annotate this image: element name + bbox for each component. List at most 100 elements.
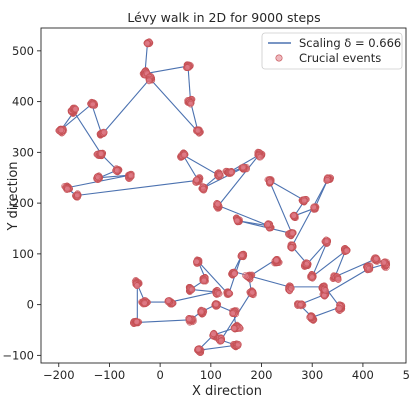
walk-segment — [149, 78, 199, 133]
crucial-events-layer — [55, 38, 391, 356]
walk-segment — [91, 103, 103, 135]
walk-segment — [137, 319, 191, 323]
crucial-event-point — [100, 128, 107, 136]
crucial-event-point — [114, 167, 121, 174]
crucial-event-point — [373, 255, 380, 262]
crucial-event-point — [303, 261, 310, 268]
walk-segment — [291, 180, 328, 247]
crucial-event-point — [184, 64, 191, 71]
crucial-event-point — [193, 258, 200, 265]
crucial-event-point — [72, 105, 80, 113]
crucial-event-point — [145, 77, 153, 85]
crucial-event-point — [97, 150, 105, 157]
crucial-event-point — [133, 282, 141, 289]
walk-segment — [170, 291, 217, 303]
x-tick-label: 0 — [156, 368, 163, 382]
crucial-event-point — [290, 212, 297, 219]
crucial-event-point — [113, 166, 121, 174]
plot-frame — [40, 27, 407, 364]
crucial-event-point — [133, 318, 141, 326]
chart-title: Lévy walk in 2D for 9000 steps — [127, 10, 320, 25]
crucial-event-point — [307, 313, 315, 321]
crucial-event-point — [212, 300, 220, 308]
crucial-event-point — [365, 265, 373, 273]
walk-segment — [182, 154, 199, 181]
walk-segment — [233, 271, 290, 288]
crucial-event-point — [273, 256, 280, 264]
x-tick-label: −100 — [94, 368, 126, 382]
crucial-event-point — [90, 101, 97, 108]
legend-marker-label: Crucial events — [299, 51, 381, 65]
crucial-event-point — [264, 221, 271, 228]
x-tick-label: 100 — [200, 368, 222, 382]
legend-marker-swatch — [275, 54, 283, 62]
y-tick-label: 400 — [12, 95, 34, 109]
y-tick-label: 500 — [12, 44, 34, 58]
crucial-event-point — [89, 100, 96, 108]
walk-segment — [218, 154, 260, 206]
crucial-event-point — [127, 172, 135, 179]
crucial-event-point — [101, 129, 108, 136]
crucial-event-point — [200, 277, 208, 285]
walk-segment — [99, 174, 130, 179]
walk-segment — [218, 205, 270, 227]
crucial-event-point — [187, 100, 194, 108]
walk-segment — [311, 250, 346, 278]
walk-segment — [334, 251, 346, 277]
crucial-event-point — [242, 272, 249, 279]
crucial-event-point — [215, 290, 223, 297]
legend-line-label: Scaling δ = 0.666 — [299, 36, 401, 50]
crucial-event-point — [336, 304, 343, 312]
crucial-event-point — [288, 229, 296, 237]
crucial-event-point — [64, 186, 71, 193]
y-tick-label: 0 — [27, 298, 34, 312]
crucial-event-point — [301, 197, 308, 205]
crucial-event-point — [288, 244, 295, 251]
crucial-event-point — [95, 174, 102, 181]
crucial-event-point — [200, 185, 207, 193]
x-axis-label: X direction — [192, 384, 262, 398]
walk-segment — [197, 261, 229, 295]
crucial-event-point — [266, 178, 274, 185]
crucial-event-point — [230, 325, 238, 332]
walk-segment — [144, 65, 189, 75]
crucial-event-point — [188, 286, 196, 294]
crucial-event-point — [235, 340, 242, 348]
crucial-event-point — [288, 285, 295, 292]
crucial-event-point — [216, 170, 223, 178]
crucial-event-point — [257, 153, 264, 161]
crucial-event-point — [308, 274, 316, 281]
crucial-event-point — [310, 203, 318, 210]
x-tick-label: 400 — [352, 368, 374, 382]
crucial-event-point — [249, 288, 256, 296]
walk-segment — [198, 344, 237, 351]
crucial-event-point — [231, 270, 238, 277]
walk-segment — [60, 103, 93, 130]
x-axis-ticks: −200 −100 0 100 200 300 400 500 — [43, 363, 409, 382]
crucial-event-point — [238, 251, 246, 259]
crucial-event-point — [193, 176, 200, 184]
x-tick-label: 300 — [301, 368, 323, 382]
crucial-event-point — [143, 40, 151, 47]
crucial-event-point — [195, 345, 202, 353]
crucial-event-point — [229, 310, 236, 317]
crucial-event-point — [225, 289, 233, 297]
y-tick-label: −100 — [2, 348, 34, 362]
crucial-event-point — [94, 173, 101, 180]
walk-segment — [187, 66, 192, 102]
legend: Scaling δ = 0.666 Crucial events — [261, 32, 403, 70]
crucial-event-point — [343, 247, 351, 255]
crucial-event-point — [57, 126, 65, 134]
crucial-event-point — [227, 168, 234, 176]
walk-segment — [202, 167, 245, 189]
x-tick-label: 200 — [251, 368, 273, 382]
x-tick-label: −200 — [43, 368, 75, 382]
walk-segment — [76, 179, 199, 197]
crucial-event-point — [233, 217, 241, 224]
crucial-event-point — [323, 237, 331, 244]
crucial-event-point — [194, 127, 202, 134]
crucial-event-point — [334, 276, 342, 283]
crucial-event-point — [217, 337, 225, 345]
x-tick-label: 500 — [403, 368, 409, 382]
